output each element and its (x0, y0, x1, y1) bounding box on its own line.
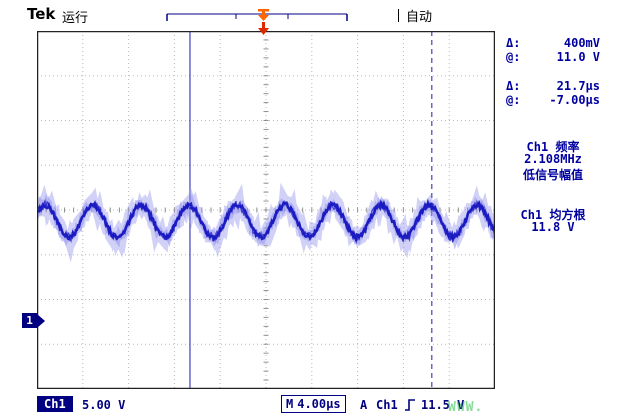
cursor-at-time-row: @: -7.00µs (506, 93, 600, 107)
scope-display (37, 31, 495, 389)
delta-time-value: 21.7µs (556, 79, 600, 93)
channel1-position-marker: 1 (22, 313, 45, 328)
divider (398, 9, 399, 22)
rising-edge-icon (405, 399, 415, 411)
timebase-label: M (286, 397, 294, 411)
timebase-value: 4.00µs (297, 397, 341, 411)
cursor-delta-voltage-row: Δ: 400mV (506, 36, 600, 50)
channel1-arrow-icon (37, 313, 45, 328)
at-label: @: (506, 50, 521, 64)
watermark: WWW. (448, 400, 484, 415)
ch1-frequency-value: 2.108MHz (524, 152, 582, 166)
trigger-source: Ch1 (376, 398, 398, 412)
ch1-rms-value: 11.8 V (531, 220, 575, 234)
cursor-at-voltage-row: @: 11.0 V (506, 50, 600, 64)
ch1-scale-value: 5.00 V (82, 398, 126, 412)
trigger-level-value: 11.5 V (421, 398, 465, 412)
cursor-delta-time-row: Δ: 21.7µs (506, 79, 600, 93)
delta-voltage-value: 400mV (563, 36, 600, 50)
trigger-position-icon (257, 9, 269, 35)
trigger-source-prefix: A (360, 398, 368, 412)
record-view-bar (166, 13, 348, 21)
channel1-number: 1 (22, 313, 37, 328)
trigger-mode: 自动 (398, 6, 432, 25)
waveform-trace-ch1 (37, 198, 495, 244)
delta-label: Δ: (506, 36, 521, 50)
at-label: @: (506, 93, 521, 107)
run-status-label: 运行 (62, 11, 89, 26)
brand-label: Tek (27, 5, 56, 23)
ch1-rms-title: Ch1 均方根 (520, 208, 586, 222)
timebase-box: M 4.00µs (281, 395, 346, 413)
trigger-mode-label: 自动 (406, 10, 433, 25)
at-time-value: -7.00µs (549, 93, 600, 107)
ch1-badge: Ch1 (37, 396, 73, 412)
ch1-frequency-title: Ch1 频率 (526, 140, 580, 154)
at-voltage-value: 11.0 V (556, 50, 600, 64)
delta-label: Δ: (506, 79, 521, 93)
low-signal-note: 低信号幅值 (522, 168, 583, 182)
